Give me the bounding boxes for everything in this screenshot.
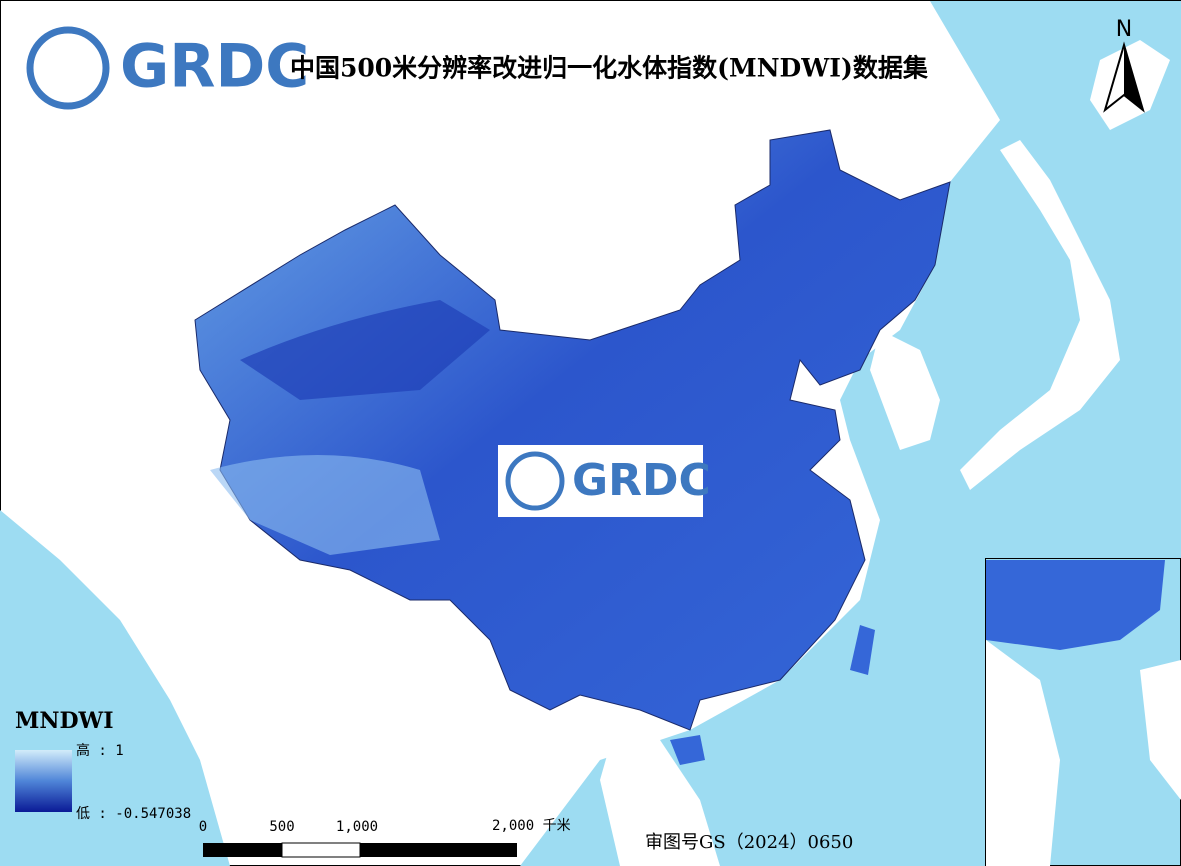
basin — [240, 300, 490, 400]
watermark-text: GRDC — [572, 455, 711, 506]
plateau — [210, 455, 440, 555]
logo-globe — [26, 26, 110, 110]
inset-philippines — [1140, 660, 1181, 800]
legend-title: MNDWI — [15, 708, 114, 734]
hainan — [670, 735, 705, 765]
korea — [870, 330, 940, 450]
north-arrow-fill — [1124, 45, 1143, 110]
scale-label: 1,000 — [336, 819, 378, 835]
scale-segment — [203, 843, 282, 857]
watermark-globe — [505, 451, 565, 511]
scale-label: 500 — [269, 819, 294, 835]
inset-land — [986, 640, 1060, 866]
china — [194, 129, 951, 731]
map-title: 中国500米分辨率改进归一化水体指数(MNDWI)数据集 — [290, 54, 929, 83]
logo-text: GRDC — [120, 32, 309, 102]
inset-china — [986, 560, 1165, 650]
approval-number: 审图号GS（2024）0650 — [645, 832, 853, 853]
legend-low: 低 : -0.547038 — [76, 806, 191, 822]
japan — [960, 140, 1120, 490]
scale-segment — [360, 843, 517, 857]
legend-ramp — [15, 750, 72, 812]
scale-segment — [281, 842, 361, 858]
indochina — [600, 710, 720, 866]
watermark-box — [498, 445, 703, 517]
scale-label: 2,000 千米 — [492, 818, 571, 834]
scale-label: 0 — [199, 819, 207, 835]
north-label: N — [1116, 17, 1132, 42]
legend-high: 高 : 1 — [76, 742, 124, 759]
taiwan — [850, 625, 875, 675]
pacific-sea — [520, 1, 1181, 866]
